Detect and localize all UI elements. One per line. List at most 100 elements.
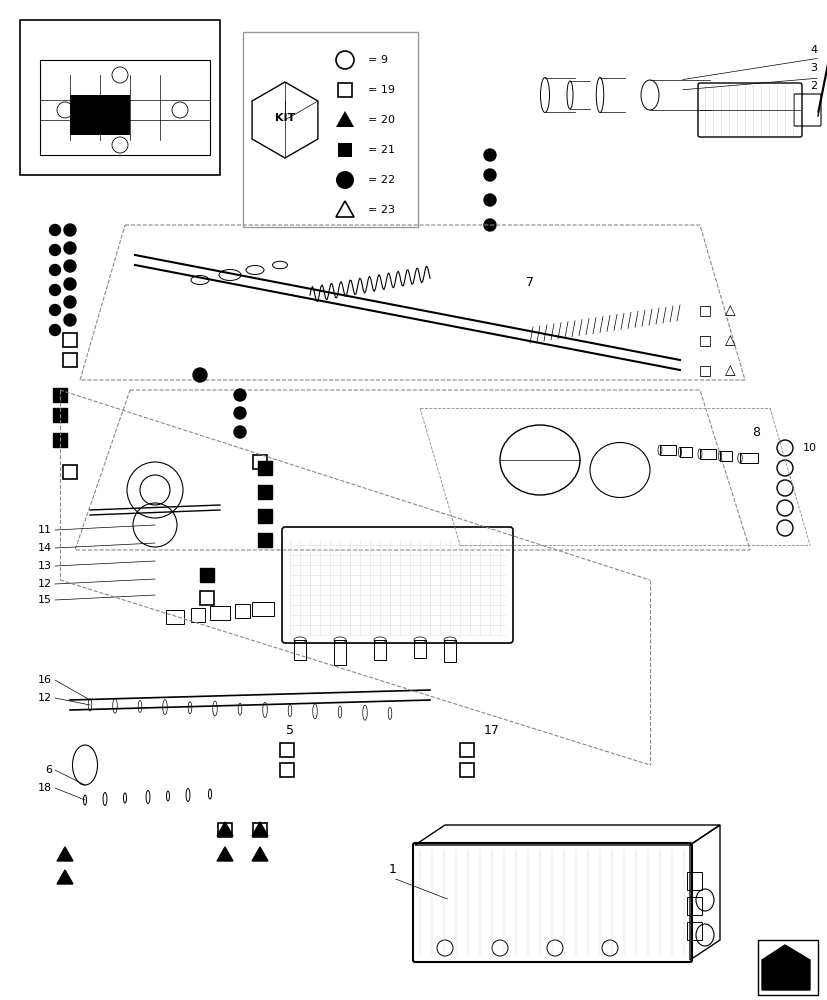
Bar bbox=[337, 83, 351, 97]
Text: = 23: = 23 bbox=[367, 205, 394, 215]
Text: KIT: KIT bbox=[275, 113, 294, 123]
Polygon shape bbox=[251, 822, 268, 836]
Polygon shape bbox=[57, 870, 73, 884]
Text: 4: 4 bbox=[809, 45, 816, 55]
Circle shape bbox=[484, 194, 495, 206]
Circle shape bbox=[50, 225, 60, 236]
Text: □: □ bbox=[698, 363, 710, 377]
Polygon shape bbox=[251, 847, 268, 861]
Bar bbox=[659, 445, 675, 455]
Bar bbox=[739, 453, 757, 463]
Circle shape bbox=[64, 260, 76, 272]
Circle shape bbox=[234, 426, 246, 438]
Text: 10: 10 bbox=[802, 443, 816, 453]
Bar bbox=[686, 897, 701, 915]
Text: △: △ bbox=[724, 363, 734, 377]
Bar bbox=[443, 640, 456, 662]
Bar bbox=[258, 485, 272, 499]
Text: △: △ bbox=[724, 333, 734, 347]
Circle shape bbox=[50, 304, 60, 316]
Polygon shape bbox=[217, 822, 232, 836]
Bar bbox=[333, 640, 346, 665]
Bar bbox=[210, 606, 230, 620]
Bar bbox=[63, 465, 77, 479]
Bar bbox=[460, 763, 473, 777]
Text: = 9: = 9 bbox=[367, 55, 388, 65]
Text: 17: 17 bbox=[484, 723, 500, 736]
Circle shape bbox=[193, 368, 207, 382]
Bar bbox=[337, 143, 351, 157]
Bar bbox=[374, 640, 385, 660]
Text: 18: 18 bbox=[38, 783, 52, 793]
Text: = 19: = 19 bbox=[367, 85, 394, 95]
Bar bbox=[679, 447, 691, 457]
Bar bbox=[460, 743, 473, 757]
Text: = 20: = 20 bbox=[367, 115, 394, 125]
Bar bbox=[280, 763, 294, 777]
Bar bbox=[200, 591, 213, 605]
Circle shape bbox=[64, 224, 76, 236]
Text: 7: 7 bbox=[525, 275, 533, 288]
Circle shape bbox=[484, 169, 495, 181]
Bar bbox=[63, 353, 77, 367]
Bar bbox=[686, 872, 701, 890]
Bar bbox=[258, 509, 272, 523]
Text: 5: 5 bbox=[285, 723, 294, 736]
Text: 16: 16 bbox=[38, 675, 52, 685]
Circle shape bbox=[64, 314, 76, 326]
Polygon shape bbox=[70, 95, 130, 135]
Polygon shape bbox=[217, 847, 232, 861]
Text: □: □ bbox=[698, 303, 710, 317]
Bar bbox=[719, 451, 731, 461]
Circle shape bbox=[64, 278, 76, 290]
Text: △: △ bbox=[724, 303, 734, 317]
Bar bbox=[253, 455, 266, 469]
Bar bbox=[218, 823, 232, 837]
Bar bbox=[686, 922, 701, 940]
Circle shape bbox=[50, 264, 60, 275]
Bar bbox=[280, 743, 294, 757]
Circle shape bbox=[50, 284, 60, 296]
Bar bbox=[165, 610, 184, 624]
Bar bbox=[251, 602, 274, 616]
Polygon shape bbox=[57, 847, 73, 861]
Text: 1: 1 bbox=[389, 863, 396, 876]
Text: 12: 12 bbox=[38, 579, 52, 589]
Bar bbox=[258, 533, 272, 547]
Circle shape bbox=[64, 242, 76, 254]
Text: 8: 8 bbox=[751, 426, 759, 438]
Bar bbox=[699, 449, 715, 459]
Bar bbox=[200, 568, 213, 582]
Text: 11: 11 bbox=[38, 525, 52, 535]
Bar bbox=[253, 823, 266, 837]
Text: 2: 2 bbox=[809, 81, 816, 91]
Circle shape bbox=[64, 296, 76, 308]
Bar bbox=[53, 433, 67, 447]
Bar bbox=[63, 333, 77, 347]
Text: 6: 6 bbox=[45, 765, 52, 775]
Text: □: □ bbox=[698, 333, 710, 347]
Circle shape bbox=[336, 171, 354, 189]
Bar bbox=[20, 20, 220, 175]
Circle shape bbox=[50, 244, 60, 255]
Bar bbox=[191, 608, 205, 622]
Bar bbox=[258, 461, 272, 475]
Text: 15: 15 bbox=[38, 595, 52, 605]
Text: = 22: = 22 bbox=[367, 175, 394, 185]
Text: = 21: = 21 bbox=[367, 145, 394, 155]
Bar bbox=[53, 388, 67, 402]
Bar bbox=[242, 32, 418, 227]
Polygon shape bbox=[761, 945, 809, 990]
Text: 12: 12 bbox=[38, 693, 52, 703]
Circle shape bbox=[50, 324, 60, 336]
Circle shape bbox=[234, 407, 246, 419]
Circle shape bbox=[484, 149, 495, 161]
Polygon shape bbox=[336, 111, 354, 127]
Bar bbox=[235, 604, 250, 618]
Text: 13: 13 bbox=[38, 561, 52, 571]
Circle shape bbox=[484, 219, 495, 231]
Bar bbox=[757, 940, 817, 995]
Bar bbox=[414, 640, 425, 658]
Bar bbox=[294, 640, 306, 660]
Bar bbox=[53, 408, 67, 422]
